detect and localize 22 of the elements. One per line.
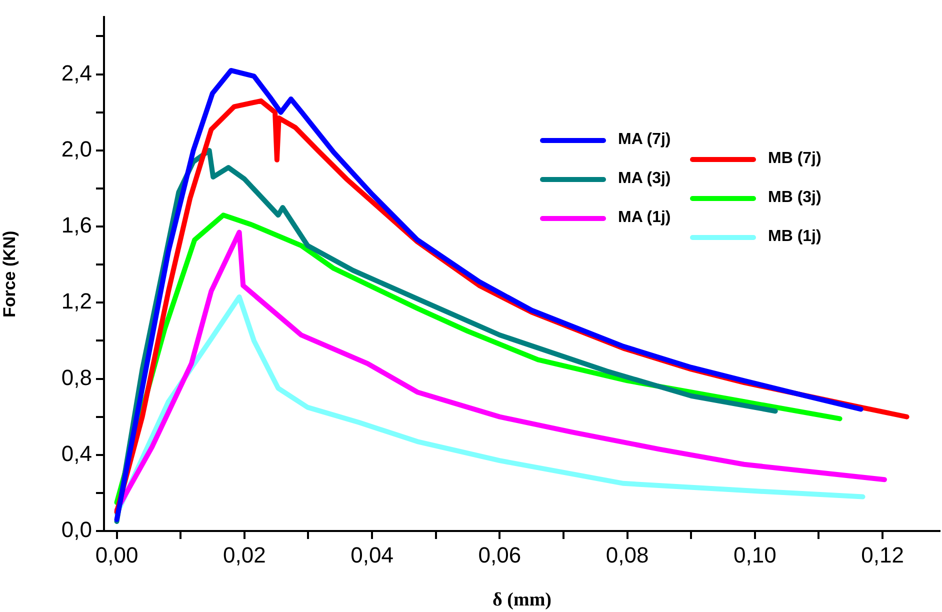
x-tick-label: 0,12	[861, 542, 904, 568]
x-tick-label: 0,04	[350, 542, 394, 568]
x-axis-title: δ (mm)	[492, 590, 552, 611]
x-tick-label: 0,02	[222, 542, 266, 568]
legend-label: MA (7j)	[618, 131, 671, 149]
x-tick-label: 0,06	[478, 542, 522, 568]
y-axis-title: Force (KN)	[0, 230, 19, 318]
legend-label: MA (1j)	[618, 209, 671, 227]
legend-label: MB (7j)	[768, 150, 822, 168]
legend-label: MB (3j)	[768, 189, 822, 207]
y-tick-label: 2,4	[61, 60, 92, 86]
y-tick-label: 0,0	[61, 517, 92, 542]
x-tick-label: 0,08	[606, 542, 649, 568]
legend-label: MB (1j)	[768, 228, 822, 246]
y-tick-label: 0,4	[61, 440, 92, 466]
legend-label: MA (3j)	[618, 170, 671, 188]
y-tick-label: 1,6	[61, 212, 92, 238]
x-tick-label: 0,00	[95, 542, 138, 568]
y-tick-label: 0,8	[61, 364, 92, 390]
y-tick-label: 1,2	[61, 288, 92, 314]
y-tick-label: 2,0	[61, 136, 92, 162]
x-tick-label: 0,10	[734, 542, 776, 568]
